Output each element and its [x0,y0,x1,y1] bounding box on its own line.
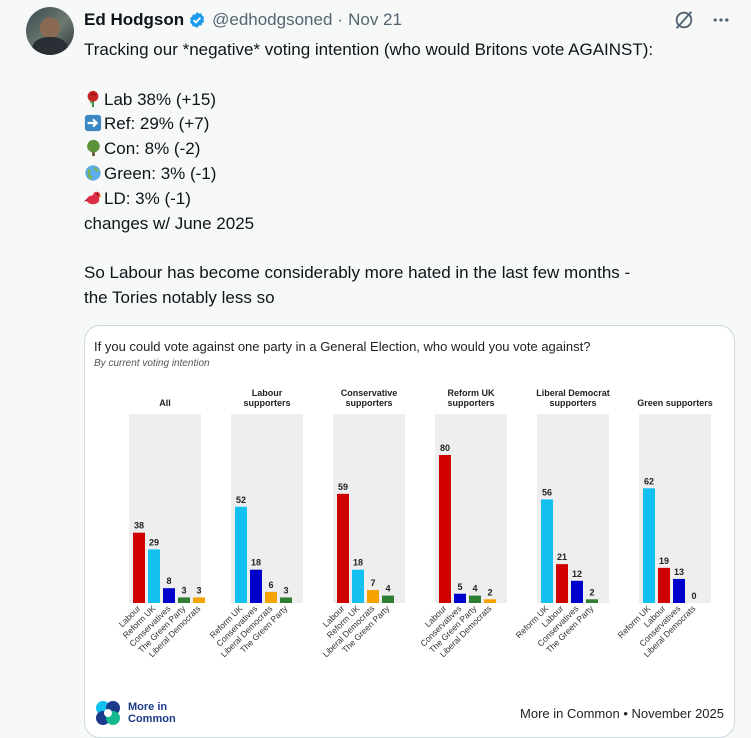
bar-1-2 [265,591,277,603]
bar-0-1 [148,549,160,603]
chart-subtitle: By current voting intention [94,358,210,369]
bar-label-2-0: 59 [338,482,348,492]
chart-image-card[interactable]: If you could vote against one party in a… [84,325,735,738]
bar-label-4-2: 12 [572,569,582,579]
tree-icon [87,140,100,157]
bar-label-3-3: 2 [487,587,492,597]
separator-dot: · [337,10,344,29]
bar-4-0 [541,499,553,603]
bar-label-1-3: 3 [283,585,288,595]
bird-icon [84,191,102,205]
tweet-changes: changes w/ June 2025 [84,213,255,233]
tweet-intro: Tracking our *negative* voting intention… [84,40,654,59]
rose-icon [87,90,99,107]
bar-label-5-0: 62 [644,476,654,486]
bar-3-1 [454,593,466,603]
tweet-line-lab-text: Lab 38% (+15) [104,89,216,109]
header-actions [673,9,731,31]
bar-1-0 [235,506,247,603]
bar-label-1-1: 18 [251,558,261,568]
more-options-icon[interactable] [711,10,731,30]
bar-4-2 [571,580,583,603]
bar-2-2 [367,590,379,603]
logo-line2: Common [128,713,176,725]
tweet-line-ref: Ref: 29% (+7) [84,112,734,137]
globe-icon [85,165,101,181]
bar-2-3 [382,595,394,603]
tweet-line-green-text: Green: 3% (-1) [104,163,217,183]
bar-label-5-3: 0 [691,591,696,601]
bar-label-0-0: 38 [134,521,144,531]
bar-label-2-3: 4 [385,584,390,594]
bar-5-0 [643,488,655,603]
bar-label-3-1: 5 [457,582,462,592]
tweet-body-line1: So Labour has become considerably more h… [84,263,631,283]
panel-title-3-1: supporters [447,398,494,408]
tweet-line-ref-text: Ref: 29% (+7) [104,114,210,134]
arrow-right-icon [84,115,102,132]
tweet-line-ld-text: LD: 3% (-1) [104,188,191,208]
bar-label-5-1: 19 [659,556,669,566]
panel-title-4-0: Liberal Democrat [536,388,610,398]
bar-0-4 [193,597,205,603]
bar-label-0-3: 3 [181,585,186,595]
bar-label-0-1: 29 [149,537,159,547]
author-name[interactable]: Ed Hodgson [84,10,185,29]
panel-title-4-1: supporters [549,398,596,408]
bar-3-2 [469,595,481,603]
verified-badge-icon [190,12,205,28]
bar-3-0 [439,455,451,603]
chart-title: If you could vote against one party in a… [94,339,591,354]
bar-label-4-3: 2 [589,587,594,597]
bar-2-0 [337,493,349,603]
panel-title-3-0: Reform UK [447,388,495,398]
bar-label-1-0: 52 [236,495,246,505]
panel-title-5-0: Green supporters [637,398,713,408]
bar-3-3 [484,599,496,603]
panel-title-1-0: Labour [252,388,283,398]
bar-0-0 [133,532,145,603]
bar-1-1 [250,569,262,603]
bar-5-1 [658,567,670,603]
tweet-header: Ed Hodgson @edhodgsoned · Nov 21 [84,9,402,31]
logo-line1: More in [128,701,168,713]
bar-label-3-2: 4 [472,584,477,594]
tweet-line-lab: Lab 38% (+15) [84,88,734,113]
bar-label-0-2: 8 [166,576,171,586]
panel-title-1-1: supporters [243,398,290,408]
panel-title-0-0: All [159,398,171,408]
bar-1-3 [280,597,292,603]
tweet-line-green: Green: 3% (-1) [84,162,734,187]
bar-label-2-1: 18 [353,558,363,568]
author-handle[interactable]: @edhodgsoned [212,10,333,29]
bar-4-3 [586,599,598,603]
bar-0-3 [178,597,190,603]
bar-label-4-1: 21 [557,552,567,562]
bar-label-0-4: 3 [196,585,201,595]
tweet-body-line2: the Tories notably less so [84,287,275,307]
panel-title-2-1: supporters [345,398,392,408]
tweet-date[interactable]: Nov 21 [348,10,402,29]
chart-source: More in Common • November 2025 [520,706,724,721]
grok-icon[interactable] [673,9,695,31]
more-in-common-logo-icon [96,701,120,725]
bar-label-3-0: 80 [440,443,450,453]
bar-label-1-2: 6 [268,580,273,590]
bar-4-1 [556,564,568,603]
more-in-common-logo: More in Common [94,699,176,727]
tweet-line-ld: LD: 3% (-1) [84,187,734,212]
bar-0-2 [163,588,175,603]
tweet-line-con: Con: 8% (-2) [84,137,734,162]
bar-5-2 [673,578,685,603]
panel-title-2-0: Conservative [341,388,398,398]
bar-label-2-2: 7 [370,578,375,588]
bar-label-4-0: 56 [542,487,552,497]
bar-2-1 [352,569,364,603]
avatar[interactable] [26,7,74,55]
tweet-body: Tracking our *negative* voting intention… [84,38,734,311]
tweet-line-con-text: Con: 8% (-2) [104,139,201,159]
bar-label-5-2: 13 [674,567,684,577]
